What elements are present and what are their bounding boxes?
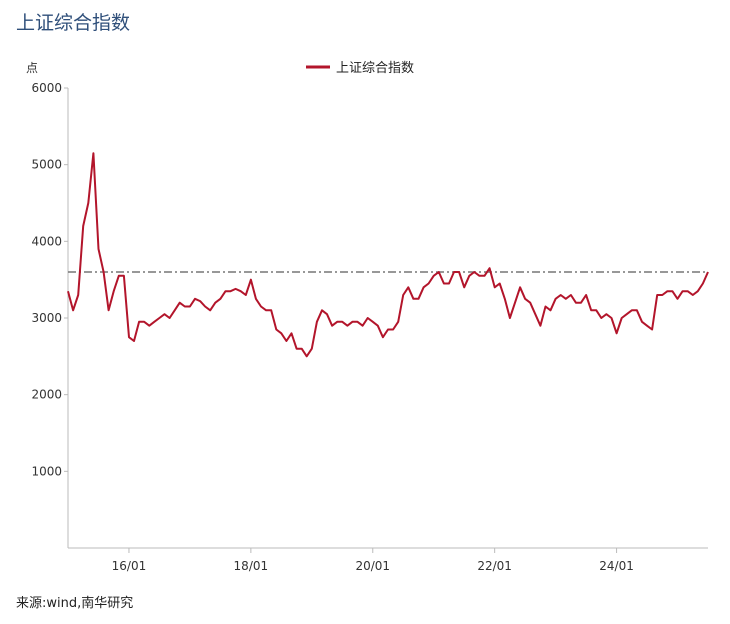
chart-axes: 点 1000 2000 3000 4000 5000 6000 16/01 18/01 20/01… xyxy=(26,61,708,573)
x-tick-label: 24/01 xyxy=(599,559,634,573)
y-tick-label: 5000 xyxy=(31,158,62,172)
x-tick-label: 22/01 xyxy=(477,559,512,573)
y-axis-unit-label: 点 xyxy=(26,61,38,75)
x-tick-label: 16/01 xyxy=(112,559,147,573)
x-tick-label: 20/01 xyxy=(355,559,390,573)
chart-title: 上证综合指数 xyxy=(16,12,131,34)
y-tick-label: 4000 xyxy=(31,234,62,248)
source-note: 来源:wind,南华研究 xyxy=(16,596,134,611)
y-tick-label: 6000 xyxy=(31,81,62,95)
legend: 上证综合指数 xyxy=(306,61,414,76)
x-tick-label: 18/01 xyxy=(234,559,269,573)
y-tick-label: 1000 xyxy=(31,464,62,478)
series-group xyxy=(67,152,709,358)
legend-label: 上证综合指数 xyxy=(336,61,414,76)
y-tick-label: 3000 xyxy=(31,311,62,325)
series-line-0 xyxy=(67,152,709,358)
y-tick-label: 2000 xyxy=(31,388,62,402)
